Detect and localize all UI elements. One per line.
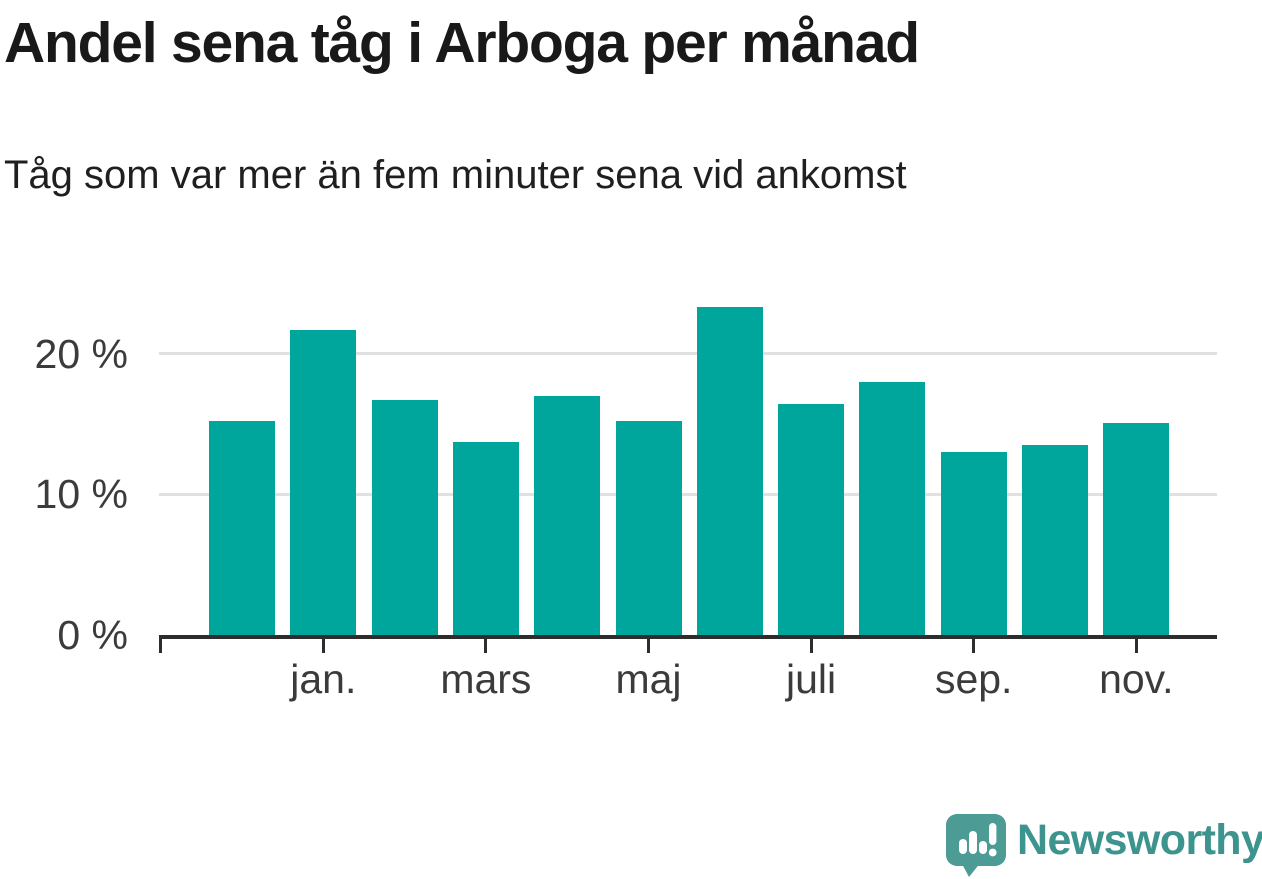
x-axis-tick	[1134, 639, 1138, 653]
y-tick-label: 10 %	[34, 471, 128, 518]
brand-wordmark: Newsworthy	[1017, 816, 1262, 864]
x-tick-label: mars	[440, 656, 532, 702]
x-axis-tick	[809, 639, 813, 653]
x-axis-tick	[484, 639, 488, 653]
x-tick-label: maj	[615, 656, 682, 702]
bar	[209, 421, 275, 635]
x-tick-label: sep.	[934, 656, 1013, 702]
bar	[290, 329, 357, 635]
x-tick-label: jan.	[290, 656, 357, 702]
x-axis-tick	[321, 639, 325, 653]
page-title: Andel sena tåg i Arboga per månad	[4, 11, 920, 75]
bar	[1103, 422, 1170, 635]
bar	[534, 395, 601, 635]
bar	[452, 442, 519, 635]
plot-area	[159, 294, 1217, 639]
x-axis-tick	[647, 639, 650, 653]
bar	[940, 452, 1007, 635]
bar	[778, 404, 845, 635]
bar	[859, 381, 926, 635]
bar	[1022, 445, 1088, 635]
bar	[615, 421, 682, 635]
gridline-20	[159, 352, 1217, 356]
newsworthy-logo-icon	[944, 812, 1008, 879]
bar	[696, 307, 763, 635]
x-axis-origin-tick	[159, 639, 162, 653]
gridline-10	[159, 492, 1217, 496]
x-tick-label: juli	[786, 656, 837, 702]
bar	[371, 400, 438, 635]
x-tick-label: nov.	[1099, 656, 1174, 702]
page-subtitle: Tåg som var mer än fem minuter sena vid …	[4, 153, 907, 197]
y-tick-label: 20 %	[34, 330, 128, 377]
x-axis-tick	[972, 639, 976, 653]
x-axis-line	[159, 635, 1217, 639]
y-tick-label: 0 %	[57, 612, 128, 658]
